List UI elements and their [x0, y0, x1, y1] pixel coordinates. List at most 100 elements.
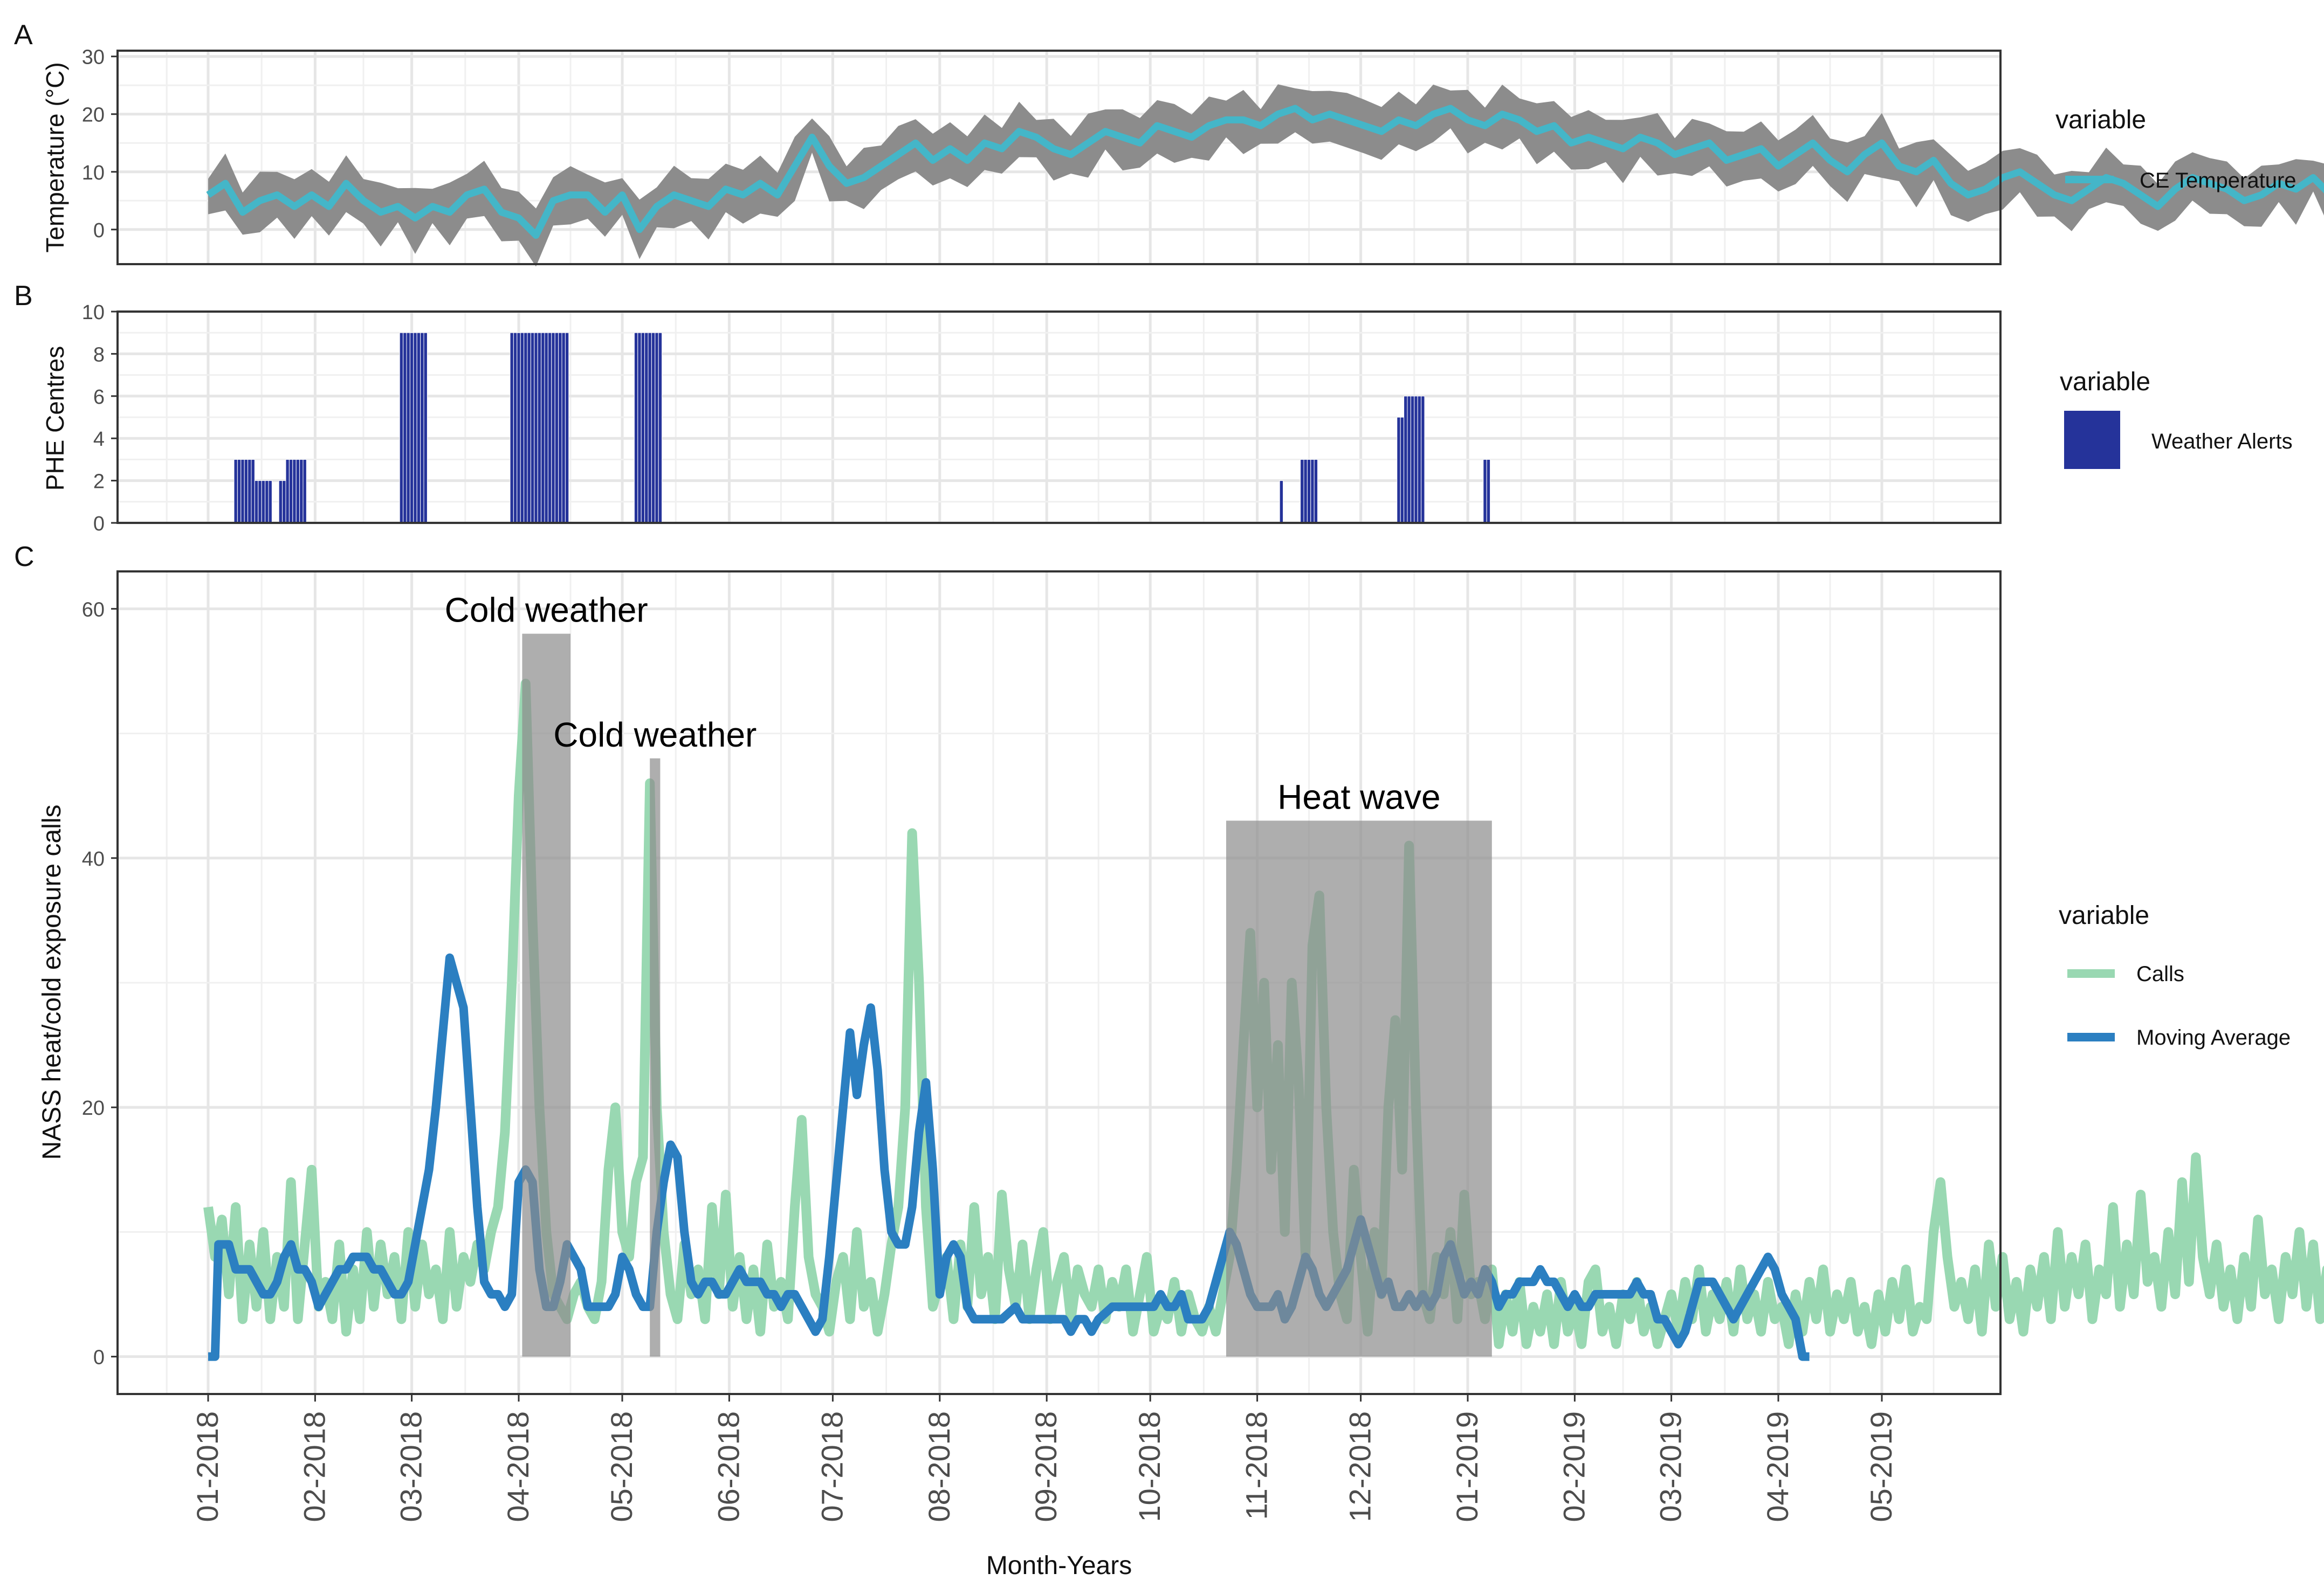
temperature-line — [206, 105, 2324, 239]
alert-bar — [278, 480, 283, 523]
y-tick-label: 60 — [82, 598, 105, 621]
alert-bar — [244, 459, 249, 523]
panel-a-y-ticks: 0 10 20 30 — [82, 46, 118, 242]
temperature-legend-label: CE Temperature — [2140, 169, 2297, 192]
x-tick-label: 04-2019 — [1761, 1411, 1794, 1522]
alert-bar — [1410, 396, 1415, 523]
panel-c-tag: C — [14, 541, 35, 572]
alert-bar — [1314, 459, 1318, 523]
x-tick-label: 02-2019 — [1557, 1411, 1591, 1522]
alert-bar — [1310, 459, 1315, 523]
alert-bar — [247, 459, 252, 523]
alert-bar — [413, 332, 417, 523]
alert-bar — [648, 332, 652, 523]
alert-bar — [265, 480, 269, 523]
alert-bar — [285, 459, 290, 523]
panel-a-y-axis-label: Temperature (°C) — [41, 62, 69, 252]
alert-bar — [1397, 417, 1401, 523]
x-tick-label: 05-2019 — [1864, 1411, 1898, 1522]
y-tick-label: 6 — [93, 386, 105, 409]
panel-a-legend: variable CE Temperature — [2055, 106, 2297, 192]
alert-bar — [655, 332, 659, 523]
alert-bar — [261, 480, 266, 523]
x-tick-label: 09-2018 — [1029, 1411, 1063, 1522]
temperature-legend-key — [2065, 176, 2114, 183]
x-tick-label: 01-2019 — [1450, 1411, 1484, 1522]
alert-bar — [651, 332, 656, 523]
alert-bar — [1404, 396, 1408, 523]
alert-bar — [1421, 396, 1425, 523]
panel-b-y-ticks: 0 2 4 6 8 10 — [82, 301, 118, 535]
alert-bar — [251, 459, 255, 523]
alert-bar — [513, 332, 518, 523]
alert-bar — [510, 332, 514, 523]
alerts-legend-key — [2064, 411, 2120, 469]
alert-bar — [634, 332, 638, 523]
alerts-legend-label: Weather Alerts — [2151, 430, 2293, 453]
alert-bar — [524, 332, 528, 523]
alert-bar — [1279, 480, 1284, 523]
alert-bar — [240, 459, 245, 523]
alert-bar — [268, 480, 272, 523]
x-tick-label: 03-2019 — [1654, 1411, 1688, 1522]
panel-c-y-axis-label: NASS heat/cold exposure calls — [38, 804, 66, 1160]
panel-b-border — [116, 310, 2002, 524]
event-annotation-label: Heat wave — [1277, 777, 1440, 816]
alert-bar — [637, 332, 642, 523]
panel-b-y-axis-label: PHE Centres — [41, 346, 69, 491]
alert-bar — [282, 480, 286, 523]
alert-bar — [517, 332, 521, 523]
x-tick-label: 08-2018 — [922, 1411, 956, 1522]
alert-bar — [551, 332, 555, 523]
alert-bar — [299, 459, 304, 523]
y-tick-label: 0 — [93, 1347, 105, 1369]
alert-bar — [1400, 417, 1405, 523]
x-tick-label: 12-2018 — [1343, 1411, 1377, 1522]
alert-bar — [520, 332, 525, 523]
event-annotation-label: Cold weather — [553, 715, 757, 754]
alert-bar — [1417, 396, 1422, 523]
panel-b-legend: variable Weather Alerts — [2060, 368, 2293, 469]
y-tick-label: 4 — [93, 428, 105, 451]
event-shade-band — [522, 633, 570, 1357]
x-axis-ticks: 01-2018 02-2018 03-2018 04-2018 05-2018 06-20… — [190, 1394, 1898, 1522]
alert-bar — [534, 332, 538, 523]
panel-c-y-ticks: 0 20 40 60 — [82, 598, 118, 1369]
x-tick-label: 06-2018 — [711, 1411, 745, 1522]
x-tick-label: 01-2018 — [190, 1411, 224, 1522]
y-tick-label: 10 — [82, 301, 105, 324]
alert-bar — [527, 332, 531, 523]
alert-bar — [292, 459, 297, 523]
calls-legend-key — [2067, 969, 2115, 978]
alert-bar — [565, 332, 569, 523]
alert-bar — [233, 459, 238, 523]
y-tick-label: 0 — [93, 219, 105, 242]
alert-bar — [1300, 459, 1304, 523]
x-tick-label: 05-2018 — [604, 1411, 638, 1522]
x-tick-label: 11-2018 — [1240, 1411, 1274, 1520]
event-annotation-label: Cold weather — [445, 591, 648, 630]
x-tick-label: 07-2018 — [815, 1411, 849, 1522]
panel-a: A 0 10 20 30 Temperature (°C) variable CE T… — [14, 19, 2324, 267]
panel-c-border — [116, 570, 2002, 1395]
moving-average-legend-key — [2067, 1033, 2115, 1041]
alert-bar — [658, 332, 663, 523]
panel-a-tag: A — [14, 19, 33, 51]
alert-bar — [1307, 459, 1311, 523]
alert-bar — [544, 332, 548, 523]
calls-legend-label: Calls — [2136, 962, 2184, 986]
moving-average-line — [208, 953, 1810, 1361]
alert-bar — [537, 332, 542, 523]
alert-bar — [558, 332, 562, 523]
alert-bar — [541, 332, 545, 523]
alert-bar — [423, 332, 428, 523]
alert-bar — [530, 332, 535, 523]
alert-bar — [1407, 396, 1411, 523]
x-tick-label: 02-2018 — [297, 1411, 331, 1522]
alert-bar — [416, 332, 421, 523]
panel-b: B 0 2 4 6 8 10 PHE Centres variable Weather A… — [14, 280, 2293, 535]
panel-c: C Cold weather Cold weather Heat wave 0 20 4… — [14, 541, 2324, 1580]
y-tick-label: 0 — [93, 513, 105, 535]
alert-bar — [1414, 396, 1418, 523]
x-tick-label: 10-2018 — [1132, 1411, 1166, 1522]
